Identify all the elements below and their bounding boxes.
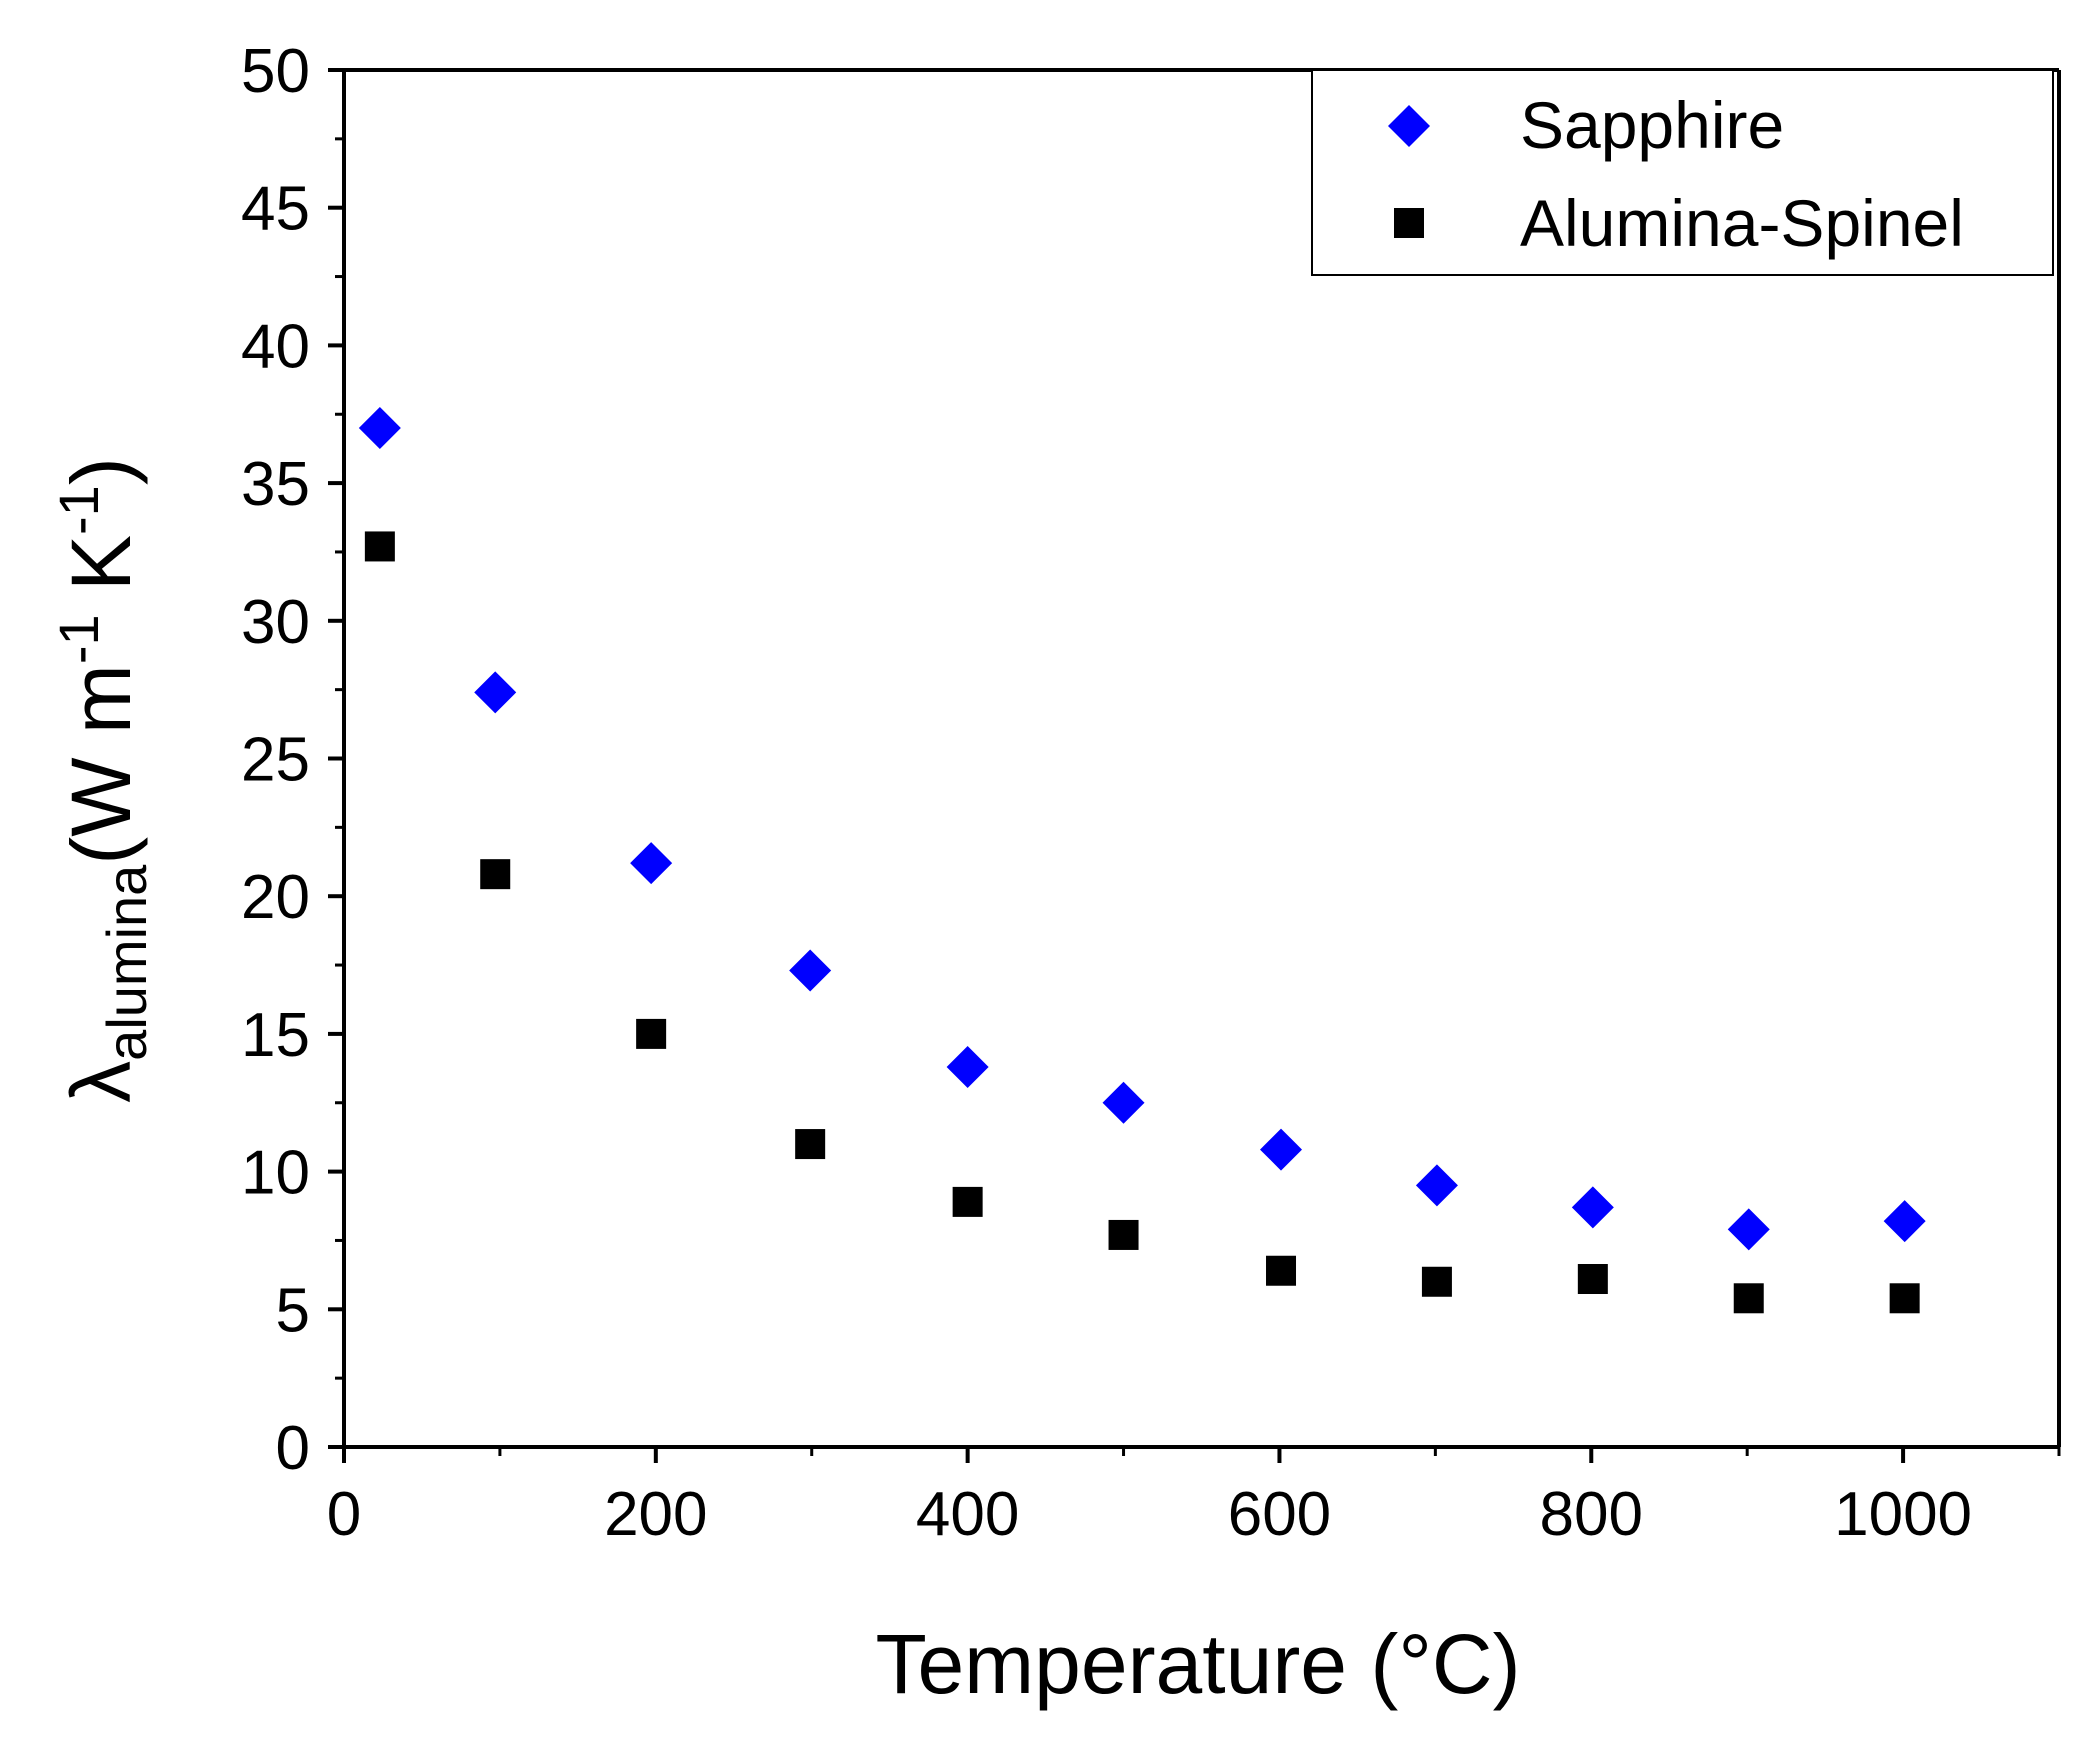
x-tick-label: 1000: [1834, 1480, 1972, 1549]
y-tick-label: 0: [276, 1414, 310, 1483]
legend-label-sapphire: Sapphire: [1520, 88, 1784, 162]
data-point-sapphire: [1727, 1208, 1770, 1251]
legend-box: [1311, 69, 2054, 276]
y-tick-label: 50: [241, 37, 310, 106]
data-point-alumina-spinel: [364, 531, 395, 562]
y-axis-title-units-open: (W m: [54, 664, 148, 865]
y-axis-title-units-mid: K: [54, 535, 148, 614]
y-tick-label: 45: [241, 175, 310, 244]
data-point-sapphire: [1883, 1200, 1926, 1243]
y-axis-title-exponent-1: -1: [47, 614, 110, 664]
x-tick-label: 800: [1540, 1480, 1643, 1549]
data-point-sapphire: [630, 842, 673, 885]
legend-marker-sapphire: [1388, 105, 1430, 147]
x-tick-label: 400: [916, 1480, 1019, 1549]
data-point-sapphire: [1415, 1164, 1458, 1207]
x-axis-title: Temperature (°C): [875, 1617, 1520, 1711]
y-tick-label: 30: [241, 588, 310, 657]
data-point-alumina-spinel: [1889, 1283, 1920, 1314]
x-tick-label: 200: [604, 1480, 707, 1549]
data-point-alumina-spinel: [1577, 1264, 1608, 1295]
x-tick-label: 600: [1228, 1480, 1331, 1549]
data-point-alumina-spinel: [1733, 1283, 1764, 1314]
data-point-alumina-spinel: [636, 1018, 667, 1049]
y-tick-label: 5: [276, 1276, 310, 1345]
data-point-sapphire: [1571, 1186, 1614, 1229]
data-point-alumina-spinel: [1421, 1266, 1452, 1297]
data-point-alumina-spinel: [795, 1129, 826, 1160]
data-point-alumina-spinel: [1108, 1219, 1139, 1250]
y-axis-title-units-close: ): [54, 457, 148, 485]
y-axis-title: λalumina(W m-1 K-1): [47, 457, 158, 1103]
y-tick-label: 10: [241, 1139, 310, 1208]
data-point-alumina-spinel: [952, 1186, 983, 1217]
y-tick-label: 15: [241, 1001, 310, 1070]
data-points: [358, 407, 1926, 1314]
data-point-alumina-spinel: [480, 859, 511, 890]
data-point-sapphire: [358, 407, 401, 450]
y-tick-label: 40: [241, 312, 310, 381]
legend-marker-alumina-spinel: [1394, 208, 1424, 238]
y-tick-label: 20: [241, 863, 310, 932]
data-point-sapphire: [946, 1045, 989, 1088]
legend-label-alumina-spinel: Alumina-Spinel: [1520, 186, 1964, 260]
data-point-sapphire: [1102, 1081, 1145, 1124]
y-axis-title-exponent-2: -1: [47, 485, 110, 535]
y-axis-title-subscript: alumina: [95, 864, 158, 1061]
y-tick-label: 35: [241, 450, 310, 519]
data-point-sapphire: [474, 671, 517, 714]
ticks: 0 5 10 15 20 25 30 35 40 45 50 0 200 400 600 800 1000: [241, 37, 2061, 1549]
y-tick-label: 25: [241, 726, 310, 795]
data-point-sapphire: [1260, 1128, 1303, 1171]
x-tick-label: 0: [327, 1480, 361, 1549]
data-point-alumina-spinel: [1266, 1255, 1297, 1286]
legend: Sapphire Alumina-Spinel: [1311, 69, 2054, 276]
data-point-sapphire: [789, 949, 832, 992]
y-axis-title-symbol: λ: [54, 1061, 148, 1103]
